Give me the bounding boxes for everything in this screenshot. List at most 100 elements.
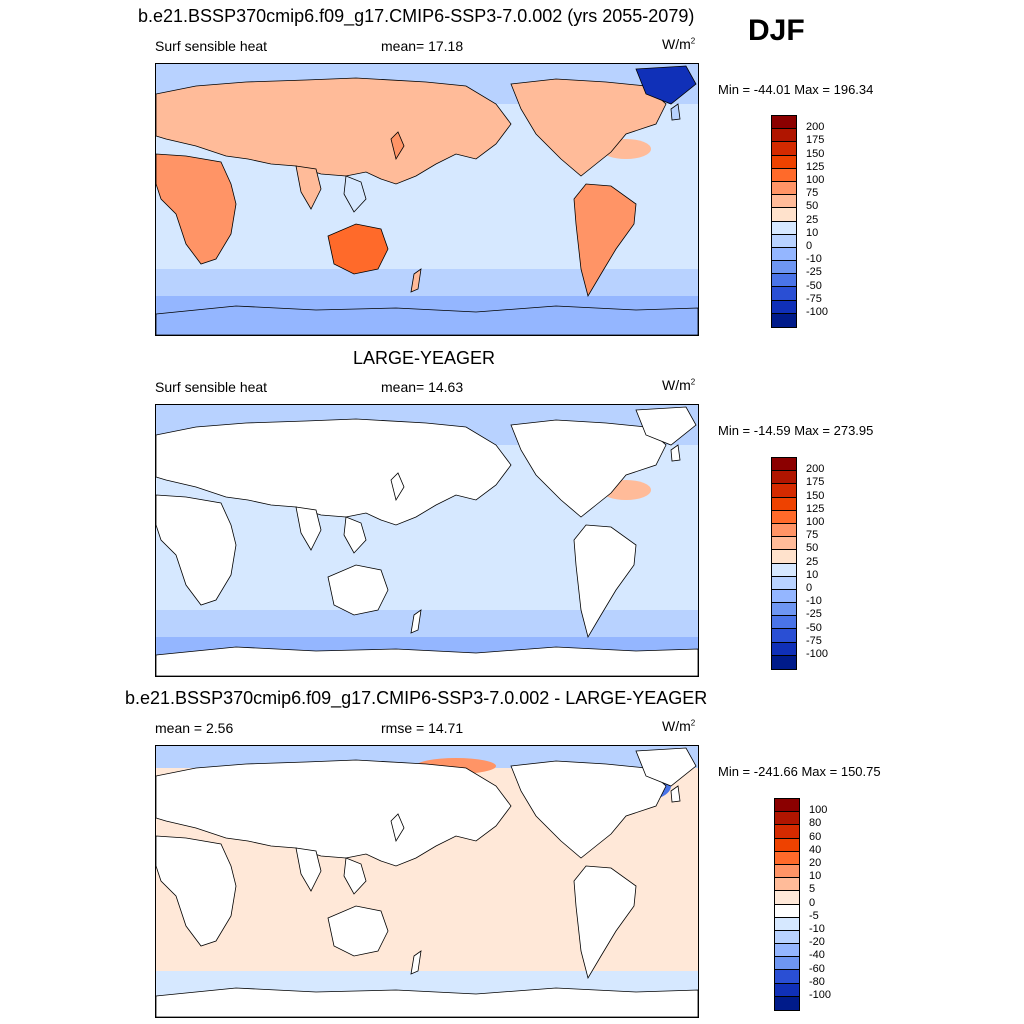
colorbar-swatch: [772, 155, 796, 169]
colorbar-swatch: [772, 642, 796, 656]
colorbar-swatch: [772, 129, 796, 143]
colorbar-tick-label: -25: [806, 608, 822, 621]
colorbar-tick-label: 25: [806, 555, 819, 568]
colorbar-tick-label: 200: [806, 463, 825, 476]
panel-1-map: [155, 63, 699, 336]
panel-1-mean-label: mean= 17.18: [381, 38, 464, 54]
colorbar-tick-label: 40: [809, 843, 822, 856]
colorbar-swatch: [772, 168, 796, 182]
colorbar-tick-label: 10: [806, 568, 819, 581]
panel-1-colorbar: [771, 115, 797, 328]
coastline-japan: [390, 131, 405, 161]
colorbar-tick-label: 5: [809, 883, 816, 896]
coastline-greenland: [635, 65, 697, 105]
coastline-samerica: [573, 524, 637, 639]
colorbar-swatch: [772, 537, 796, 551]
colorbar-tick-label: 10: [806, 226, 819, 239]
colorbar-swatch: [772, 523, 796, 538]
colorbar-tick-label: 75: [806, 187, 819, 200]
panel-2-title: LARGE-YEAGER: [353, 348, 496, 368]
colorbar-swatch: [772, 510, 796, 524]
panel-2-variable-label: Surf sensible heat: [155, 379, 268, 395]
coastline-seasia: [343, 175, 367, 213]
colorbar-swatch: [772, 497, 796, 511]
colorbar-swatch: [772, 603, 796, 617]
coastline-eurasia: [156, 77, 512, 185]
colorbar-swatch: [772, 655, 796, 669]
coastline-antarctica: [156, 646, 698, 676]
colorbar-swatch: [775, 825, 799, 839]
coastline-namerica: [510, 78, 667, 177]
colorbar-swatch: [775, 944, 799, 958]
colorbar-tick-label: 100: [806, 516, 825, 528]
colorbar-swatch: [775, 812, 799, 826]
coastline-greenland: [635, 747, 697, 787]
colorbar-tick-label: -25: [806, 266, 822, 279]
coastline-india: [295, 165, 322, 210]
colorbar-swatch: [775, 983, 799, 997]
colorbar-tick-label: -10: [806, 253, 822, 266]
colorbar-swatch: [772, 313, 796, 327]
colorbar-tick-label: -75: [806, 292, 822, 305]
colorbar-tick-label: 175: [806, 476, 825, 489]
coastline-india: [295, 847, 322, 892]
colorbar-swatch: [772, 458, 796, 472]
colorbar-tick-label: -50: [806, 279, 822, 292]
coastline-antarctica: [156, 305, 698, 335]
colorbar-swatch: [775, 904, 799, 918]
colorbar-swatch: [772, 274, 796, 288]
panel-2-mean-label: mean= 14.63: [381, 379, 464, 395]
colorbar-tick-label: -40: [809, 949, 825, 962]
colorbar-tick-label: 150: [806, 147, 825, 160]
colorbar-swatch: [775, 891, 799, 905]
colorbar-swatch: [772, 589, 796, 604]
colorbar-swatch: [772, 484, 796, 498]
colorbar-tick-label: 75: [806, 529, 819, 542]
colorbar-swatch: [772, 287, 796, 301]
panel-3-map: [155, 745, 699, 1018]
panel-1-minmax: Min = -44.01 Max = 196.34: [718, 82, 874, 97]
coastline-japan: [390, 813, 405, 843]
coastline-japan: [390, 472, 405, 502]
colorbar-swatch: [772, 208, 796, 222]
map-field: [156, 64, 698, 335]
colorbar-tick-label: -10: [809, 923, 825, 935]
coastline-uk: [670, 785, 681, 803]
colorbar-tick-label: -50: [806, 621, 822, 634]
coastline-uk: [670, 444, 681, 462]
colorbar-tick-label: 50: [806, 542, 819, 555]
season-label: DJF: [748, 14, 805, 47]
colorbar-swatch: [772, 563, 796, 577]
colorbar-tick-label: 0: [809, 896, 816, 909]
colorbar-swatch: [775, 851, 799, 865]
colorbar-swatch: [775, 930, 799, 945]
colorbar-swatch: [775, 864, 799, 879]
colorbar-swatch: [772, 221, 796, 235]
colorbar-swatch: [772, 195, 796, 209]
panel-2-colorbar: [771, 457, 797, 670]
coastline-australia: [327, 564, 389, 616]
colorbar-swatch: [772, 181, 796, 196]
colorbar-tick-label: 0: [806, 240, 813, 252]
coastline-greenland: [635, 406, 697, 446]
colorbar-tick-label: 60: [809, 830, 822, 843]
coastline-nz: [410, 950, 422, 975]
colorbar-swatch: [772, 261, 796, 275]
colorbar-swatch: [772, 629, 796, 643]
colorbar-swatch: [772, 550, 796, 564]
colorbar-tick-label: 10: [809, 870, 822, 883]
colorbar-tick-label: -100: [809, 989, 832, 1001]
colorbar-swatch: [775, 799, 799, 813]
coastline-africa: [156, 494, 237, 606]
colorbar-swatch: [775, 957, 799, 971]
panel-3-title: b.e21.BSSP370cmip6.f09_g17.CMIP6-SSP3-7.…: [125, 688, 708, 708]
coastline-india: [295, 506, 322, 551]
panel-3-minmax: Min = -241.66 Max = 150.75: [718, 764, 881, 779]
coastline-seasia: [343, 857, 367, 895]
colorbar-swatch: [772, 234, 796, 248]
coastline-africa: [156, 835, 237, 947]
colorbar-swatch: [772, 616, 796, 630]
colorbar-swatch: [775, 970, 799, 984]
panel-3-mean-label: mean = 2.56: [155, 720, 234, 736]
panel-1-title: b.e21.BSSP370cmip6.f09_g17.CMIP6-SSP3-7.…: [138, 6, 695, 26]
